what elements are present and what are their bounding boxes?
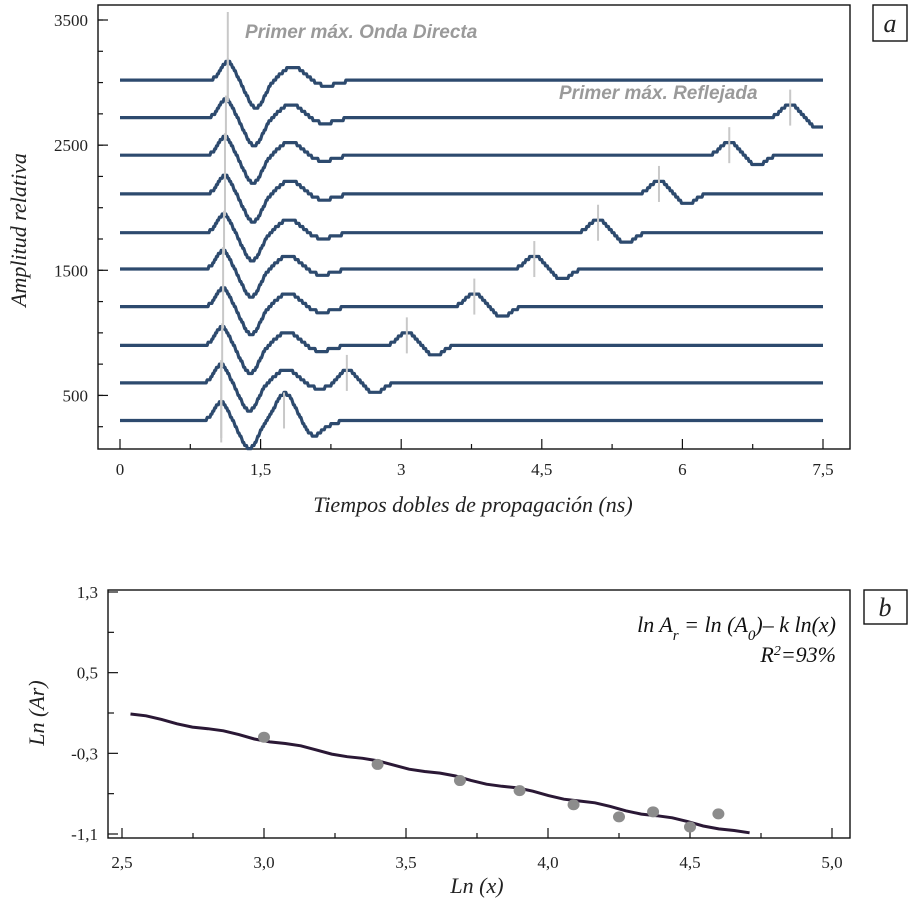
regression-equation: ln Ar = ln (A0)– k ln(x) (637, 612, 836, 644)
panel-a-x-tick-label: 1,5 (250, 460, 271, 479)
panel-b-y-tick-label: 1,3 (77, 583, 98, 602)
panel-a-chart: 500 1500 2500 3500 0 1,5 3 4,5 6 7,5 Primer máx.… (6, 4, 908, 517)
panel-a-label-box (872, 4, 908, 42)
panel-b-x-tick-label: 4,5 (679, 853, 700, 872)
panel-a-x-axis: 0 1,5 3 4,5 6 7,5 (116, 439, 834, 479)
panel-a-y-tick-label: 500 (63, 386, 89, 405)
panel-b-x-tick-label: 3,5 (395, 853, 416, 872)
trace-line (119, 248, 824, 299)
trace-line (119, 212, 824, 263)
panel-b-x-tick-label: 2,5 (111, 853, 132, 872)
panel-b-label: b (879, 593, 892, 622)
trace-line (119, 325, 824, 376)
panel-b-x-tick-label: 3,0 (253, 853, 274, 872)
trace-line (119, 362, 824, 413)
data-point (712, 808, 725, 820)
trace-line (119, 173, 824, 224)
annotation-direct-wave: Primer máx. Onda Directa (245, 22, 478, 43)
panel-a-traces (119, 59, 824, 451)
panel-a-x-tick-label: 0 (116, 460, 125, 479)
panel-a-y-tick-label: 1500 (54, 261, 88, 280)
trace-line (119, 59, 824, 110)
panel-a-peak-markers (220, 12, 792, 443)
panel-a-y-axis: 500 1500 2500 3500 (54, 11, 108, 428)
data-point (513, 785, 526, 797)
panel-b-y-tick-label: -1,1 (71, 825, 98, 844)
annotation-reflected-wave: Primer máx. Reflejada (559, 83, 758, 104)
data-point (613, 811, 625, 823)
trace-line (119, 390, 824, 451)
panel-b-y-tick-label: -0,3 (71, 744, 98, 763)
panel-b-x-axis: 2,5 3,0 3,5 4,0 4,5 5,0 (111, 828, 843, 872)
panel-b-plot-frame (107, 589, 851, 839)
panel-a-y-axis-title: Amplitud relativa (6, 153, 31, 309)
panel-b-data-points (258, 731, 725, 833)
data-point (647, 806, 660, 818)
panel-a-x-tick-label: 4,5 (531, 460, 552, 479)
data-point (567, 799, 580, 811)
panel-b-x-tick-label: 4,0 (537, 853, 558, 872)
trace-line (119, 286, 824, 337)
panel-b-x-tick-label: 5,0 (821, 853, 842, 872)
panel-a-label: a (884, 9, 897, 38)
panel-b-y-axis-title: Ln (Ar) (24, 680, 49, 746)
trace-line (119, 134, 824, 185)
panel-a-x-tick-label: 3 (397, 460, 406, 479)
panel-a-y-tick-label: 3500 (54, 11, 88, 30)
r-squared-label: R2=93% (759, 642, 836, 667)
panel-a-x-tick-label: 7,5 (812, 460, 833, 479)
panel-a-y-tick-label: 2500 (54, 136, 88, 155)
panel-b-label-box (863, 589, 908, 625)
panel-b-y-tick-label: 0,5 (77, 664, 98, 683)
panel-b-y-axis: -1,1 -0,3 0,5 1,3 (71, 583, 118, 844)
panel-a-x-tick-label: 6 (678, 460, 687, 479)
panel-a-x-axis-title: Tiempos dobles de propagación (ns) (313, 492, 632, 517)
panel-b-chart: -1,1 -0,3 0,5 1,3 2,5 3,0 3,5 4,0 4,5 5,0 ln Ar … (24, 583, 908, 898)
data-point (684, 821, 696, 833)
panel-b-x-axis-title: Ln (x) (449, 873, 503, 898)
data-point (453, 775, 466, 787)
trace-line (119, 97, 824, 148)
panel-a-plot-frame (97, 4, 851, 450)
data-point (258, 731, 270, 743)
panel-b-fit-line (130, 712, 750, 835)
data-point (371, 758, 384, 770)
